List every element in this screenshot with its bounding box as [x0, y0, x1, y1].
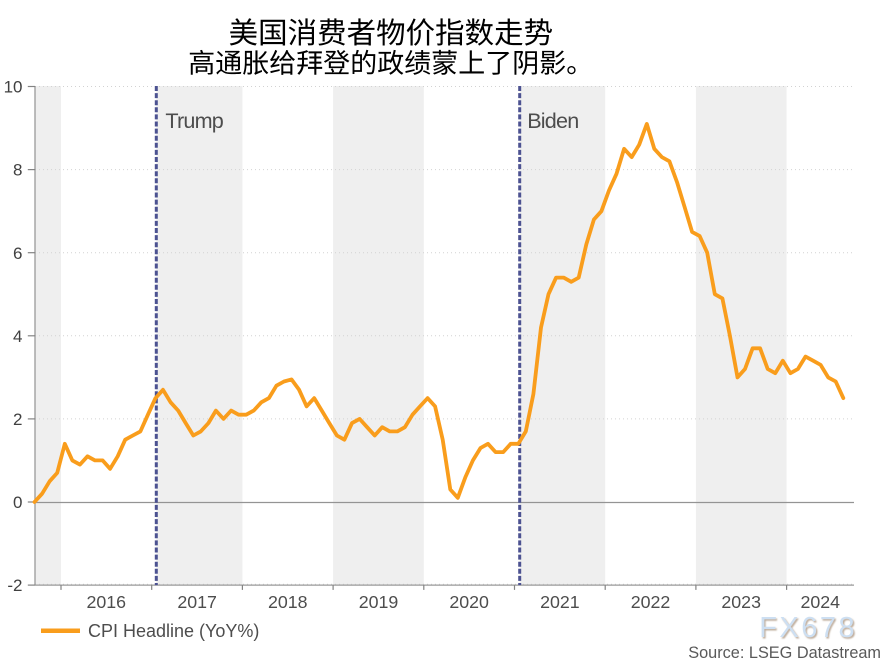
svg-text:2024: 2024 [801, 592, 841, 612]
svg-text:2021: 2021 [540, 592, 580, 612]
svg-text:Biden: Biden [527, 108, 578, 133]
svg-text:2017: 2017 [177, 592, 217, 612]
svg-text:0: 0 [13, 493, 22, 512]
svg-text:2019: 2019 [359, 592, 399, 612]
svg-text:6: 6 [13, 244, 22, 263]
svg-text:Trump: Trump [165, 108, 223, 133]
svg-text:FX678: FX678 [759, 612, 857, 644]
svg-text:Source: LSEG Datastream: Source: LSEG Datastream [688, 644, 881, 662]
svg-text:2018: 2018 [268, 592, 308, 612]
svg-text:2: 2 [13, 410, 22, 429]
svg-text:FX678: FX678 [761, 614, 859, 646]
svg-text:4: 4 [13, 327, 22, 346]
svg-text:2022: 2022 [631, 592, 671, 612]
svg-text:CPI Headline (YoY%): CPI Headline (YoY%) [88, 621, 259, 641]
svg-text:10: 10 [4, 78, 23, 97]
svg-text:2023: 2023 [721, 592, 761, 612]
svg-text:2016: 2016 [87, 592, 127, 612]
svg-text:-2: -2 [7, 576, 22, 595]
svg-text:8: 8 [13, 161, 22, 180]
svg-text:2020: 2020 [449, 592, 489, 612]
